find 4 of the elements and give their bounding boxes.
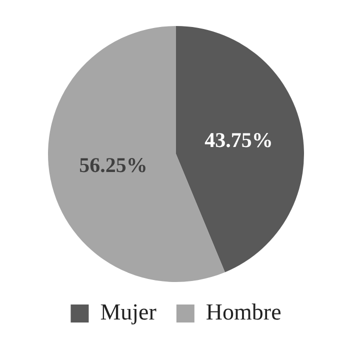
legend-label: Mujer — [100, 300, 157, 325]
data-label: 56.25% — [79, 152, 148, 177]
legend-label: Hombre — [206, 300, 282, 325]
data-label: 43.75% — [204, 128, 273, 152]
